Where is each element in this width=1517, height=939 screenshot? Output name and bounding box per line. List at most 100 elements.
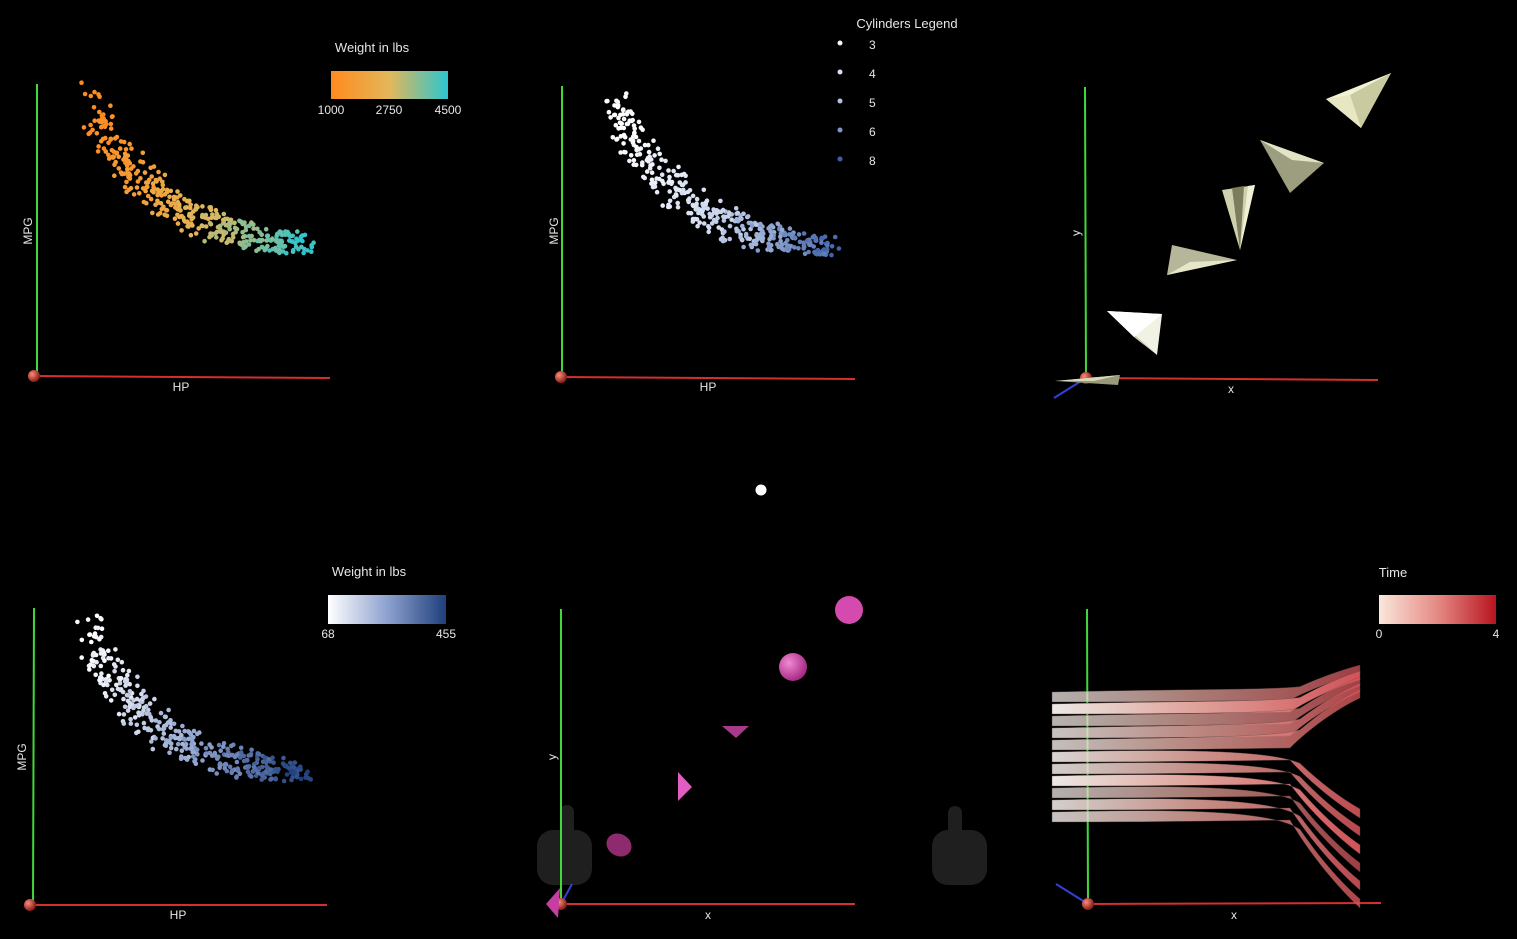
- legend-label: 3: [869, 38, 876, 52]
- scatter-point: [172, 216, 178, 221]
- scatter-point: [281, 778, 287, 784]
- scatter-point: [647, 165, 653, 171]
- colorbar-title: Weight in lbs: [332, 564, 407, 579]
- scatter-point: [751, 241, 756, 247]
- scatter-point: [245, 769, 251, 775]
- scatter-point: [836, 246, 842, 251]
- scatter-point: [720, 238, 726, 244]
- scatter-point: [694, 196, 700, 202]
- scatter-point: [156, 169, 161, 175]
- scatter-point: [150, 181, 156, 186]
- scatter-point: [257, 230, 262, 235]
- scatter-point: [228, 752, 234, 758]
- scatter-point: [303, 775, 308, 780]
- scatter-point: [264, 764, 269, 769]
- scatter-point: [701, 187, 707, 193]
- hand-cursor-icon: [932, 806, 987, 885]
- scatter-point: [144, 200, 149, 206]
- scatter-point: [117, 146, 123, 151]
- panel-cylinders-scatter[interactable]: HP MPG Cylinders Legend 3 4 5 6 8: [547, 16, 958, 394]
- scatter-point: [667, 174, 672, 180]
- hand-cursor-icon: [537, 805, 592, 885]
- scatter-point: [226, 221, 232, 226]
- scatter-point: [269, 776, 274, 781]
- z-axis-line: [1055, 883, 1089, 905]
- scatter-point: [621, 116, 627, 122]
- scatter-point: [177, 736, 183, 742]
- scatter-point: [95, 149, 101, 154]
- scatter-point: [718, 198, 723, 204]
- scatter-point: [150, 746, 156, 752]
- scatter-point: [87, 632, 92, 637]
- panel-magenta-glyphs[interactable]: x y: [537, 596, 863, 922]
- origin-sphere: [24, 899, 36, 911]
- scatter-point: [124, 163, 130, 168]
- scatter-point: [766, 241, 771, 246]
- scatter-point: [606, 109, 612, 115]
- scatter-point: [98, 675, 104, 681]
- panel-weight-orange-scatter[interactable]: HP MPG Weight in lbs 1000 2750 4500: [21, 40, 462, 394]
- scatter-point: [619, 121, 624, 126]
- scatter-point: [796, 246, 801, 251]
- scatter-point: [288, 760, 293, 766]
- scatter-point: [683, 173, 688, 179]
- scatter-point: [136, 713, 142, 718]
- scatter-point: [179, 228, 184, 233]
- scatter-point: [706, 225, 712, 230]
- legend-label: 5: [869, 96, 876, 110]
- x-axis-label: HP: [173, 380, 190, 394]
- scatter-point: [621, 149, 627, 155]
- scatter-point: [203, 212, 209, 218]
- scatter-point: [621, 141, 626, 146]
- panel-paper-planes[interactable]: x y: [1053, 73, 1391, 399]
- legend-marker: [837, 98, 843, 104]
- scatter-point: [224, 752, 229, 758]
- scatter-point: [79, 655, 84, 660]
- scatter-point: [309, 249, 314, 254]
- scatter-point: [120, 667, 126, 673]
- scatter-point: [251, 226, 256, 231]
- scatter-point: [640, 127, 645, 132]
- scatter-point: [213, 207, 219, 213]
- stream-ribbon: [1051, 762, 1361, 837]
- scatter-point: [234, 226, 240, 232]
- scatter-point: [673, 192, 679, 197]
- triangle-glyph: [722, 726, 749, 738]
- scatter-point: [238, 745, 244, 751]
- scatter-point: [276, 243, 282, 248]
- scatter-point: [660, 203, 665, 208]
- scatter-point: [716, 225, 721, 230]
- scatter-point: [123, 147, 129, 152]
- scatter-point: [655, 146, 661, 151]
- y-axis-line: [1084, 86, 1087, 379]
- scatter-point: [180, 741, 185, 747]
- scatter-points-group: [604, 91, 842, 258]
- scatter-point: [159, 206, 165, 212]
- scatter-point: [106, 673, 111, 679]
- panel-streamribbons[interactable]: x Time 0 4: [1051, 565, 1500, 922]
- panel-weight-blue-scatter[interactable]: HP MPG Weight in lbs 68 455: [15, 564, 456, 922]
- scatter-point: [167, 750, 172, 755]
- scatter-point: [294, 774, 300, 780]
- scatter-point: [91, 105, 97, 110]
- scatter-point: [218, 227, 223, 232]
- scatter-point: [675, 200, 680, 206]
- scatter-point: [229, 768, 235, 773]
- scatter-point: [214, 215, 219, 221]
- scatter-point: [632, 126, 637, 131]
- scatter-point: [613, 122, 619, 128]
- scatter-point: [248, 238, 253, 243]
- scatter-point: [125, 708, 131, 713]
- colorbar-title: Weight in lbs: [335, 40, 410, 55]
- scatter-point: [671, 168, 676, 174]
- scatter-point: [166, 707, 171, 713]
- scatter-point: [182, 728, 187, 734]
- scatter-point: [163, 722, 169, 728]
- scatter-point: [97, 109, 102, 115]
- scatter-point: [706, 229, 711, 235]
- sphere-glyph: [779, 653, 807, 681]
- paper-plane-glyph: [1326, 73, 1391, 128]
- y-axis-line: [32, 607, 35, 906]
- scatter-point: [257, 765, 262, 771]
